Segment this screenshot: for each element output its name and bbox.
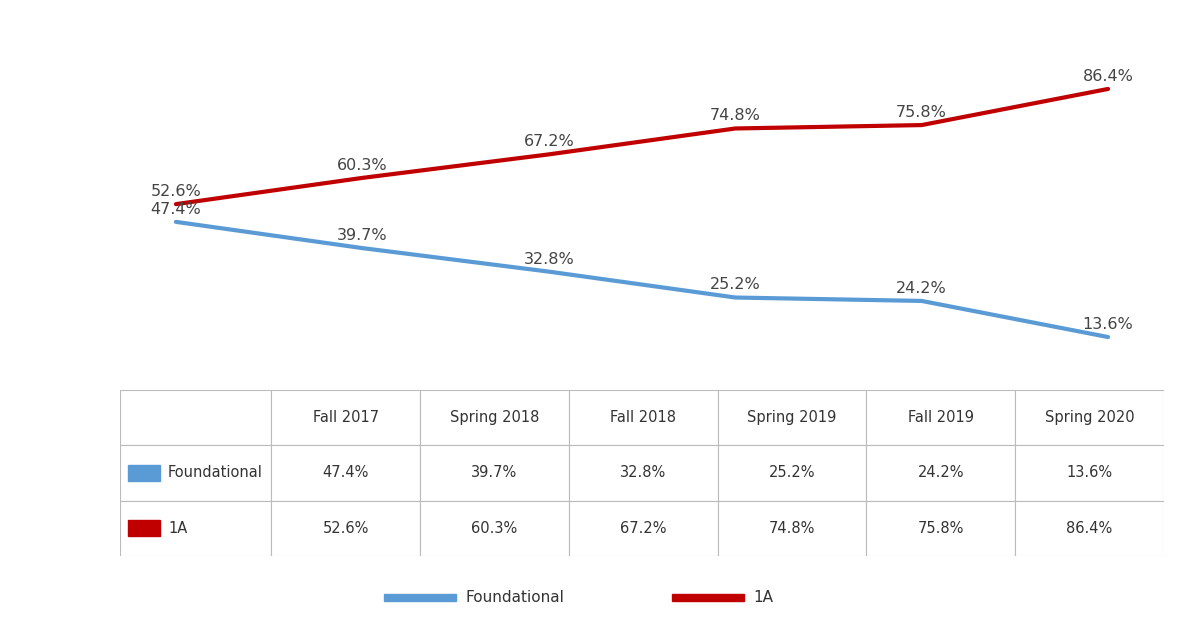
Bar bbox=[271, 390, 420, 445]
Bar bbox=[420, 445, 569, 500]
Bar bbox=[718, 500, 866, 556]
Text: 13.6%: 13.6% bbox=[1082, 317, 1134, 332]
Text: 74.8%: 74.8% bbox=[709, 109, 761, 123]
Bar bbox=[569, 390, 718, 445]
Text: 52.6%: 52.6% bbox=[150, 184, 202, 199]
Text: 75.8%: 75.8% bbox=[896, 105, 947, 120]
Bar bbox=[1015, 445, 1164, 500]
Text: Spring 2020: Spring 2020 bbox=[1045, 410, 1134, 425]
Text: Foundational: Foundational bbox=[466, 590, 564, 605]
Text: 67.2%: 67.2% bbox=[523, 134, 574, 150]
Text: 39.7%: 39.7% bbox=[337, 228, 388, 243]
Text: 74.8%: 74.8% bbox=[769, 521, 815, 535]
Text: Spring 2018: Spring 2018 bbox=[450, 410, 539, 425]
Bar bbox=[120, 390, 271, 445]
Bar bbox=[718, 445, 866, 500]
Text: 13.6%: 13.6% bbox=[1067, 465, 1112, 481]
Bar bbox=[128, 521, 160, 536]
Text: 1A: 1A bbox=[754, 590, 774, 605]
Bar bbox=[271, 500, 420, 556]
Text: 25.2%: 25.2% bbox=[769, 465, 815, 481]
Bar bbox=[271, 445, 420, 500]
Text: 60.3%: 60.3% bbox=[337, 158, 388, 173]
Text: Foundational: Foundational bbox=[168, 465, 263, 481]
Bar bbox=[1015, 500, 1164, 556]
Text: 60.3%: 60.3% bbox=[472, 521, 517, 535]
Text: 39.7%: 39.7% bbox=[472, 465, 517, 481]
Text: 1A: 1A bbox=[168, 521, 187, 535]
Text: 52.6%: 52.6% bbox=[323, 521, 368, 535]
Text: 86.4%: 86.4% bbox=[1082, 69, 1134, 84]
Text: 24.2%: 24.2% bbox=[918, 465, 964, 481]
Bar bbox=[569, 445, 718, 500]
Text: Fall 2017: Fall 2017 bbox=[313, 410, 379, 425]
Text: Fall 2019: Fall 2019 bbox=[908, 410, 974, 425]
Bar bbox=[120, 445, 271, 500]
Text: 24.2%: 24.2% bbox=[896, 281, 947, 296]
Text: 32.8%: 32.8% bbox=[523, 252, 574, 266]
Text: Fall 2018: Fall 2018 bbox=[611, 410, 677, 425]
Bar bbox=[128, 465, 160, 481]
Bar bbox=[120, 500, 271, 556]
Bar bbox=[420, 390, 569, 445]
Text: 67.2%: 67.2% bbox=[620, 521, 666, 535]
Text: 25.2%: 25.2% bbox=[710, 277, 761, 293]
Bar bbox=[866, 390, 1015, 445]
Bar bbox=[866, 445, 1015, 500]
Bar bbox=[420, 500, 569, 556]
Text: Spring 2019: Spring 2019 bbox=[748, 410, 836, 425]
Text: 75.8%: 75.8% bbox=[918, 521, 964, 535]
Bar bbox=[718, 390, 866, 445]
Text: 47.4%: 47.4% bbox=[323, 465, 368, 481]
Text: 32.8%: 32.8% bbox=[620, 465, 666, 481]
Bar bbox=[1015, 390, 1164, 445]
Text: 47.4%: 47.4% bbox=[150, 202, 202, 217]
Bar bbox=[569, 500, 718, 556]
Text: 86.4%: 86.4% bbox=[1067, 521, 1112, 535]
Bar bbox=[866, 500, 1015, 556]
